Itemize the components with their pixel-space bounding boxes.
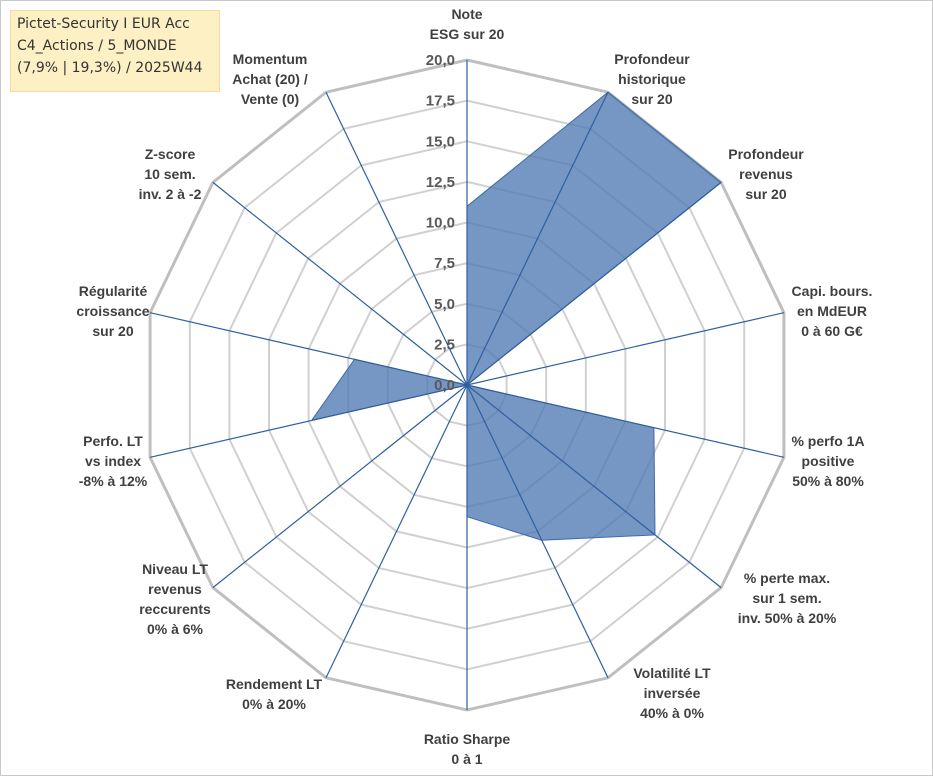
axis-label-line: 0% à 6% (147, 621, 204, 637)
axis-spoke (466, 312, 785, 386)
axis-label-line: Perfo. LT (83, 433, 143, 449)
axis-label-line: inversée (644, 685, 701, 701)
axis-label-line: 0 à 1 (451, 751, 482, 767)
axis-label-line: positive (802, 453, 855, 469)
axis-label-line: revenus (148, 581, 202, 597)
axis-label-line: Volatilité LT (633, 665, 711, 681)
axis-label-line: Capi. bours. (792, 283, 873, 299)
axis-label-line: sur 20 (745, 186, 786, 202)
axis-label: Régularité croissance sur 20 (76, 283, 149, 339)
chart-title-box: Pictet-Security I EUR Acc C4_Actions / 5… (10, 10, 220, 92)
axis-label-line: en MdEUR (797, 303, 867, 319)
axis-label-line: inv. 50% à 20% (738, 610, 837, 626)
axis-spoke (149, 312, 468, 386)
axis-label: Volatilité LT inversée 40% à 0% (633, 665, 711, 721)
axis-label-line: Profondeur (614, 51, 690, 67)
axis-label-line: Momentum (233, 51, 308, 67)
axis-label-line: revenus (739, 166, 793, 182)
axis-label-line: -8% à 12% (79, 473, 148, 489)
axis-spoke (212, 181, 468, 386)
axis-label: % perte max. sur 1 sem. inv. 50% à 20% (738, 570, 837, 626)
axis-label-line: Niveau LT (142, 561, 208, 577)
axis-label-line: Note (451, 6, 482, 22)
axis-label-line: Régularité (79, 283, 148, 299)
axis-label: Note ESG sur 20 (430, 6, 505, 42)
axis-label-line: sur 20 (631, 91, 672, 107)
axis-label: Perfo. LT vs index -8% à 12% (79, 433, 148, 489)
title-line: Pictet-Security I EUR Acc (17, 16, 190, 32)
axis-label: Profondeur revenus sur 20 (728, 146, 804, 202)
axis-label-line: 0 à 60 G€ (801, 323, 863, 339)
title-line: C4_Actions / 5_MONDE (17, 38, 177, 54)
tick-label: 5,0 (434, 296, 455, 313)
axis-spoke (325, 91, 468, 386)
axis-label-line: sur 1 sem. (752, 590, 821, 606)
tick-label: 20,0 (426, 52, 455, 69)
tick-label: 17,5 (426, 93, 455, 110)
axis-label-line: Vente (0) (241, 91, 299, 107)
axis-label: Capi. bours. en MdEUR 0 à 60 G€ (792, 283, 873, 339)
axis-label: Z-score 10 sem. inv. 2 à -2 (139, 146, 202, 202)
axis-label-line: Profondeur (728, 146, 804, 162)
axis-label-line: historique (618, 71, 686, 87)
axis-label-line: Z-score (145, 146, 196, 162)
axis-spoke (149, 384, 468, 458)
axis-spoke (466, 384, 722, 589)
tick-label: 7,5 (434, 255, 455, 272)
series-layer (310, 91, 722, 541)
title-line: (7,9% | 19,3%) / 2025W44 (17, 60, 203, 76)
axis-label-line: 50% à 80% (792, 473, 864, 489)
axis-label-line: % perte max. (744, 570, 830, 586)
axis-label-line: croissance (76, 303, 149, 319)
axis-spoke (325, 384, 468, 679)
axis-label-line: 10 sem. (144, 166, 195, 182)
axis-label-line: reccurents (139, 601, 211, 617)
axis-label-line: vs index (85, 453, 141, 469)
axis-label: Rendement LT 0% à 20% (226, 676, 323, 712)
axis-label-line: % perfo 1A (791, 433, 864, 449)
axis-label: Niveau LT revenus reccurents 0% à 6% (139, 561, 211, 637)
axis-label-line: 0% à 20% (242, 696, 306, 712)
tick-layer: 0,0 2,5 5,0 7,5 10,0 12,5 15,0 17,5 20,0 (426, 52, 455, 394)
tick-label: 12,5 (426, 174, 455, 191)
axis-label-layer: Note ESG sur 20 Profondeur historique sur 20… (76, 6, 872, 767)
axis-spoke (212, 384, 468, 589)
tick-label: 15,0 (426, 133, 455, 150)
axis-spoke (466, 181, 722, 386)
axis-label-line: Ratio Sharpe (424, 731, 511, 747)
axis-spoke (466, 384, 785, 458)
axis-label: Profondeur historique sur 20 (614, 51, 690, 107)
axis-label-line: sur 20 (92, 323, 133, 339)
tick-label: 0,0 (434, 377, 455, 394)
tick-label: 10,0 (426, 215, 455, 232)
axis-spoke (466, 384, 609, 679)
series-area (310, 91, 722, 541)
axis-label: % perfo 1A positive 50% à 80% (791, 433, 864, 489)
axis-label-line: Achat (20) / (232, 71, 308, 87)
axis-spoke (466, 91, 609, 386)
axis-label: Momentum Achat (20) / Vente (0) (232, 51, 308, 107)
axis-label-line: ESG sur 20 (430, 26, 505, 42)
tick-label: 2,5 (434, 336, 455, 353)
axis-label-line: inv. 2 à -2 (139, 186, 202, 202)
axis-label-line: 40% à 0% (640, 705, 704, 721)
axis-label-line: Rendement LT (226, 676, 323, 692)
spoke-layer (149, 60, 785, 710)
axis-label: Ratio Sharpe 0 à 1 (424, 731, 511, 767)
